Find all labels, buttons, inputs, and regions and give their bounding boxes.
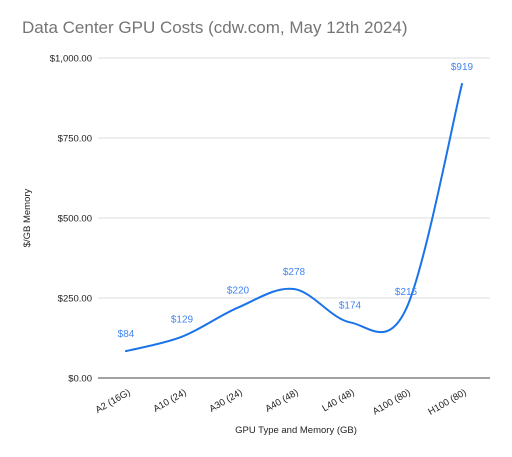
data-label: $84	[118, 329, 135, 340]
data-point	[460, 82, 464, 86]
data-label: $919	[451, 62, 474, 73]
x-tick-label: L40 (48)	[320, 387, 356, 414]
data-point	[124, 349, 128, 353]
data-point	[180, 335, 184, 339]
chart-title: Data Center GPU Costs (cdw.com, May 12th…	[22, 18, 408, 37]
y-axis-title: $/GB Memory	[22, 188, 33, 247]
y-tick-label: $250.00	[58, 294, 92, 305]
y-tick-label: $500.00	[58, 214, 92, 225]
y-tick-label: $0.00	[68, 374, 92, 385]
data-label: $215	[395, 287, 418, 298]
x-tick-label: A30 (24)	[207, 387, 244, 415]
data-point	[404, 307, 408, 311]
x-tick-label: A10 (24)	[151, 387, 188, 415]
data-point	[292, 287, 296, 291]
x-tick-label: A40 (48)	[263, 387, 300, 415]
x-tick-label: A2 (16G)	[94, 387, 133, 416]
data-label: $129	[171, 315, 194, 326]
y-tick-label: $1,000.00	[50, 54, 92, 65]
x-axis-title: GPU Type and Memory (GB)	[235, 425, 357, 436]
data-label: $220	[227, 286, 250, 297]
data-label: $174	[339, 300, 362, 311]
data-point	[348, 320, 352, 324]
series-line	[125, 82, 463, 353]
data-point	[236, 306, 240, 310]
y-tick-label: $750.00	[58, 134, 92, 145]
x-tick-label: H100 (80)	[426, 387, 468, 418]
data-label: $278	[283, 267, 306, 278]
x-tick-label: A100 (80)	[371, 387, 413, 417]
